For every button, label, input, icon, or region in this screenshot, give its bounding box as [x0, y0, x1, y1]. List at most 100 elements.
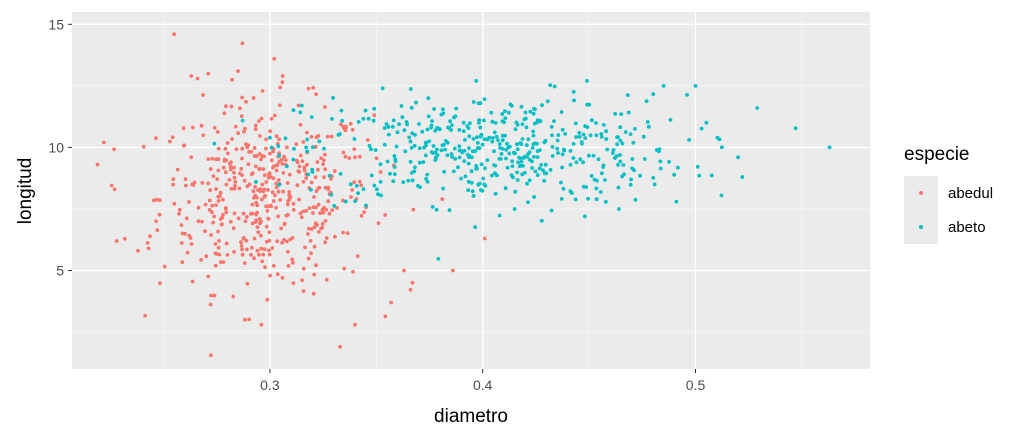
point-abeto — [510, 159, 515, 164]
point-abeto — [503, 109, 507, 113]
point-abedul — [251, 189, 256, 194]
point-abedul — [236, 216, 241, 221]
point-abeto — [556, 133, 561, 138]
point-abeto — [506, 110, 511, 115]
legend-title: especie — [904, 144, 970, 165]
point-abeto — [384, 122, 389, 126]
point-abedul — [179, 223, 184, 228]
point-abeto — [467, 146, 471, 151]
point-abeto — [532, 155, 536, 159]
point-abeto — [361, 116, 366, 121]
major-gridlines — [72, 12, 870, 369]
point-abeto — [480, 188, 485, 193]
data-points — [95, 32, 832, 358]
point-abeto — [430, 119, 434, 123]
point-abedul — [184, 216, 189, 221]
point-abedul — [154, 136, 158, 141]
point-abedul — [320, 207, 325, 212]
point-abedul — [266, 175, 271, 180]
point-abeto — [594, 186, 599, 191]
point-abeto — [719, 193, 724, 198]
point-abeto — [343, 199, 348, 204]
point-abeto — [623, 130, 628, 134]
point-abedul — [280, 275, 285, 280]
point-abedul — [323, 152, 327, 157]
point-abeto — [515, 147, 520, 152]
point-abeto — [548, 168, 553, 172]
point-abedul — [234, 147, 239, 152]
point-abeto — [651, 92, 656, 96]
point-abedul — [228, 164, 233, 169]
point-abeto — [594, 121, 598, 125]
point-abeto — [392, 165, 397, 169]
point-abedul — [311, 85, 316, 90]
point-abeto — [586, 196, 590, 201]
point-abeto — [574, 135, 578, 139]
point-abedul — [348, 121, 353, 126]
point-abeto — [581, 132, 586, 137]
point-abedul — [228, 219, 233, 224]
point-abedul — [210, 210, 214, 215]
point-abedul — [315, 160, 320, 164]
point-abeto — [615, 135, 619, 140]
point-abedul — [275, 163, 280, 168]
point-abeto — [510, 164, 515, 169]
point-abeto — [430, 205, 435, 209]
point-abeto — [522, 154, 527, 159]
point-abedul — [359, 214, 364, 218]
point-abeto — [523, 110, 528, 115]
point-abedul — [285, 145, 289, 150]
point-abedul — [212, 293, 217, 298]
point-abedul — [297, 164, 302, 169]
point-abedul — [109, 183, 114, 188]
point-abedul — [330, 208, 335, 213]
point-abedul — [190, 279, 195, 284]
point-abeto — [535, 141, 539, 146]
point-abedul — [247, 317, 252, 322]
point-abedul — [252, 256, 256, 261]
point-abeto — [498, 146, 502, 150]
point-abedul — [302, 168, 307, 173]
point-abeto — [410, 131, 415, 136]
point-abeto — [449, 152, 454, 156]
point-abeto — [390, 124, 395, 129]
point-abeto — [505, 141, 509, 146]
point-abedul — [252, 154, 257, 158]
point-abeto — [515, 170, 519, 175]
point-abeto — [449, 128, 453, 132]
point-abeto — [577, 135, 582, 139]
point-abedul — [259, 246, 264, 251]
point-abedul — [482, 236, 487, 241]
point-abeto — [322, 146, 326, 151]
point-abeto — [592, 177, 597, 182]
point-abeto — [487, 135, 492, 140]
point-abedul — [240, 41, 245, 46]
point-abedul — [255, 248, 260, 253]
point-abedul — [283, 158, 288, 163]
point-abeto — [387, 132, 391, 137]
point-abeto — [585, 125, 590, 129]
point-abeto — [402, 128, 407, 133]
point-abedul — [314, 92, 318, 96]
point-abedul — [170, 135, 175, 140]
point-abeto — [507, 144, 512, 149]
point-abedul — [229, 160, 233, 165]
point-abedul — [324, 236, 329, 240]
point-abeto — [521, 164, 525, 168]
point-abeto — [453, 157, 458, 161]
point-abeto — [394, 144, 399, 149]
point-abedul — [282, 237, 286, 242]
point-abedul — [221, 165, 226, 170]
point-abeto — [399, 104, 404, 108]
point-abeto — [502, 120, 506, 125]
point-abedul — [282, 154, 286, 159]
point-abeto — [441, 107, 445, 112]
point-abeto — [473, 225, 478, 230]
point-abeto — [391, 179, 396, 184]
point-abedul — [210, 203, 215, 208]
point-abedul — [341, 124, 346, 129]
point-abedul — [187, 233, 192, 238]
point-abedul — [206, 71, 211, 76]
point-abeto — [497, 142, 502, 146]
point-abedul — [253, 123, 258, 128]
